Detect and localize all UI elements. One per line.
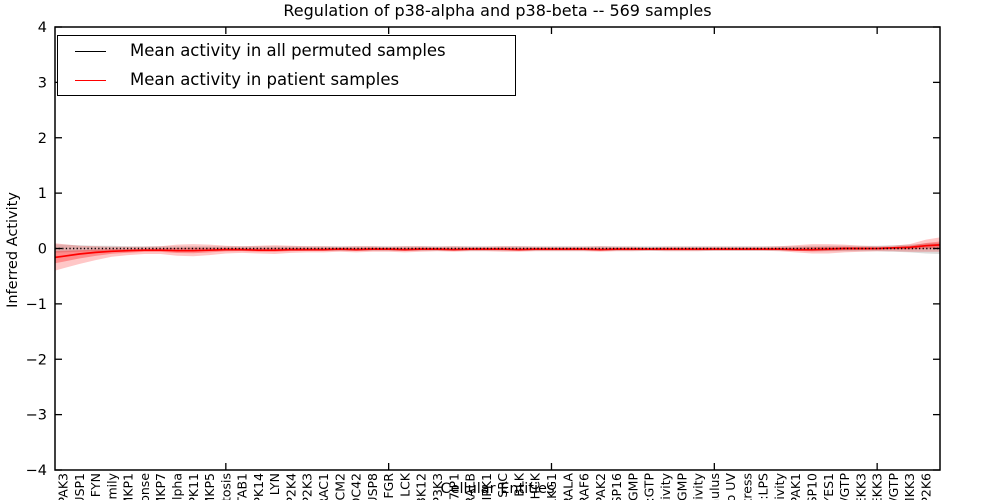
x-category-label: MAPK14 (251, 473, 266, 500)
x-category-label: epidermal growth factor receptor activit… (772, 472, 787, 500)
x-category-label: TRAF6 (577, 473, 592, 500)
x-category-label: response to stress (739, 473, 754, 500)
x-category-label: LCK (397, 472, 412, 497)
x-category-label: YES1 (821, 473, 836, 500)
x-category-label: SRC (495, 473, 510, 498)
y-tick-label: 3 (38, 75, 47, 91)
x-category-label: p38alpha-beta/MKP7 (153, 473, 168, 500)
x-category-label: RAC1 (316, 473, 331, 500)
x-category-label: PAK3 (56, 473, 71, 500)
y-tick-label: 4 (38, 20, 47, 36)
x-category-label: apoptosis (218, 473, 233, 500)
x-category-label: MAP2K4 (283, 473, 298, 500)
x-category-label: p38alpha-beta/MKP5 (202, 473, 217, 500)
y-tick-label: 2 (38, 131, 47, 147)
x-category-label: mol:GTP (642, 473, 657, 500)
x-category-label: RALA (560, 473, 575, 500)
x-category-label: DUSP1 (72, 473, 87, 500)
patient-std-band-outer (55, 237, 940, 271)
chart-title: Regulation of p38-alpha and p38-beta -- … (283, 1, 712, 20)
x-category-label: RAL/GTP (886, 473, 901, 500)
x-category-label: FGR (381, 473, 396, 499)
x-category-label: DUSP16 (609, 473, 624, 500)
x-category-label: PGK/cGMP (625, 473, 640, 500)
x-category-label: PAK1 (788, 473, 803, 500)
x-category-label: TRAF6/MEKK3 (870, 473, 885, 500)
x-category-label: CCM2 (332, 473, 347, 500)
x-category-label: LYN (267, 473, 282, 495)
x-category-label: MAPK11 (186, 473, 201, 500)
x-category-label: p38 alpha/TAB1 (235, 473, 250, 500)
x-category-label: MAP3K7IP1 (446, 473, 461, 500)
x-category-label: RAC1-CDC42/GTP/PAK family (104, 472, 119, 500)
x-category-label: MAP2K3 (300, 473, 315, 500)
x-category-label: RALB (463, 473, 478, 500)
x-category-label: tumor necrosis factor receptor activity (691, 472, 706, 500)
x-category-label: positive regulation of innate immune res… (137, 473, 152, 500)
x-category-label: mol:cGMP (674, 473, 689, 500)
x-category-label: RAC1-CDC42/GTP (837, 473, 852, 500)
permuted-line-sample-icon (75, 50, 106, 52)
x-category-label: RIP1/MEKK3 (853, 473, 868, 500)
x-category-label: mol:LPS (756, 473, 771, 500)
x-category-label: RAC1/OSM/MEKK3/MKK3 (902, 473, 917, 500)
x-category-label: response to insulin stimulus (707, 473, 722, 500)
x-axis-label: Cellular Entities (440, 481, 555, 497)
y-tick-label: 0 (38, 242, 47, 258)
x-category-label: PRKG1 (544, 473, 559, 500)
legend-entry-permuted: Mean activity in all permuted samples (58, 37, 515, 65)
patient-line-sample-icon (75, 79, 106, 81)
x-category-label: response to UV (723, 473, 738, 500)
x-category-label: FYN (88, 473, 103, 497)
x-category-label: HCK (528, 472, 543, 499)
x-category-label: DUSP10 (805, 473, 820, 500)
x-category-label: RIPK1 (479, 473, 494, 500)
y-tick-label: −3 (26, 408, 47, 424)
x-category-label: p38alpha-beta/MKP1 (121, 473, 136, 500)
x-category-label: BLK (511, 472, 526, 497)
y-tick-label: −1 (26, 297, 47, 313)
x-category-label: MAP3K12 (414, 473, 429, 500)
y-tick-label: −2 (26, 352, 47, 368)
x-category-label: MAP3K3 (430, 473, 445, 500)
x-category-label: CDC42 (349, 473, 364, 500)
x-category-label: PAK2 (593, 473, 608, 500)
x-category-label: MAP2K6 (919, 473, 934, 500)
y-tick-label: −4 (26, 463, 47, 479)
y-tick-label: 1 (38, 186, 47, 202)
x-category-label: interleukin-1 receptor activity (658, 472, 673, 500)
legend: Mean activity in all permuted samples Me… (57, 35, 516, 96)
legend-label-patient: Mean activity in patient samples (130, 69, 400, 89)
x-category-label: PGK/cGMP/p38 alpha (169, 473, 184, 500)
x-category-label: DUSP8 (365, 473, 380, 500)
legend-label-permuted: Mean activity in all permuted samples (130, 40, 446, 60)
legend-entry-patient: Mean activity in patient samples (58, 66, 515, 94)
